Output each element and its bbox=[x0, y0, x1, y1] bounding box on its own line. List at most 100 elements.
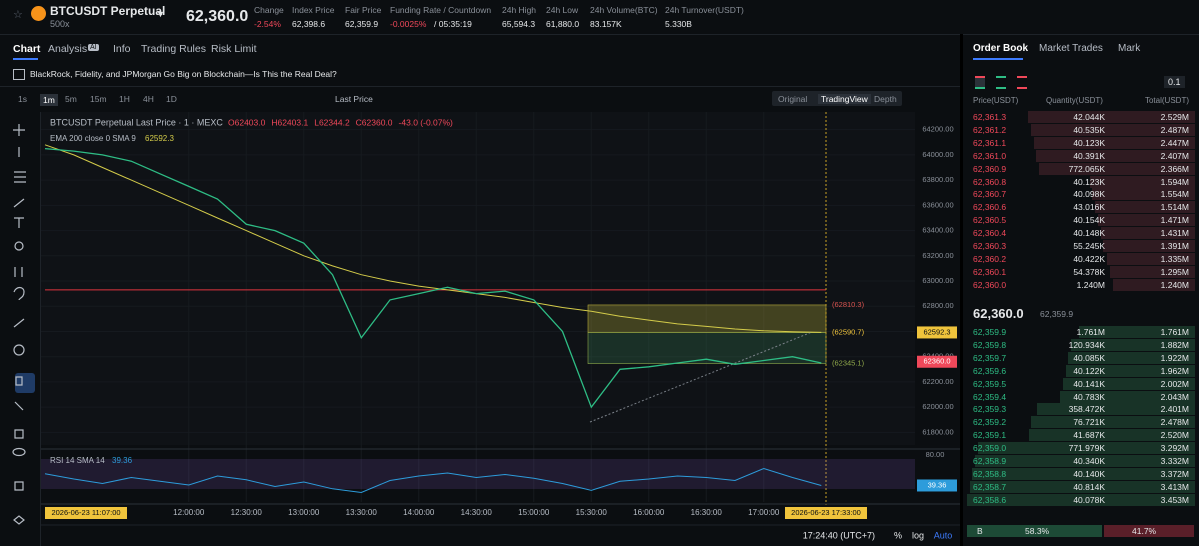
ob-price[interactable]: 62,360.1 bbox=[973, 266, 1007, 277]
depth-bar bbox=[1062, 377, 1195, 390]
ob-price[interactable]: 62,359.0 bbox=[973, 443, 1007, 454]
legend-open: O62403.0 bbox=[228, 117, 266, 127]
interval[interactable]: 1D bbox=[166, 94, 177, 104]
ob-price[interactable]: 62,361.2 bbox=[973, 124, 1007, 135]
ob-price[interactable]: 62,360.3 bbox=[973, 241, 1007, 251]
depth-bar bbox=[1092, 188, 1195, 201]
interval[interactable]: 5m bbox=[65, 94, 77, 104]
ob-price[interactable]: 62,359.5 bbox=[973, 378, 1007, 389]
tool-active[interactable] bbox=[15, 373, 35, 393]
ob-total: 3.453M bbox=[1160, 494, 1189, 505]
ob-total: 2.366M bbox=[1160, 163, 1189, 174]
ob-total: 1.431M bbox=[1160, 228, 1189, 239]
tab[interactable]: Analysis bbox=[48, 43, 88, 55]
ob-price[interactable]: 62,359.6 bbox=[973, 365, 1007, 376]
interval[interactable]: 4H bbox=[143, 94, 154, 104]
ob-price[interactable]: 62,358.7 bbox=[973, 481, 1007, 492]
ob-tab[interactable]: Market Trades bbox=[1039, 43, 1103, 54]
interval[interactable]: 1m bbox=[40, 94, 58, 106]
ob-qty: 40.340K bbox=[1073, 456, 1105, 466]
price-type[interactable]: Last Price bbox=[335, 94, 373, 104]
ob-row: 62,359.7 40.085K 1.922M bbox=[963, 351, 1199, 364]
ratio-buy: 58.3% bbox=[1025, 526, 1050, 536]
ob-price[interactable]: 62,360.8 bbox=[973, 176, 1007, 187]
ob-price[interactable]: 62,360.4 bbox=[973, 228, 1007, 239]
ob-row: 62,359.3 358.472K 2.401M bbox=[963, 403, 1199, 416]
ob-price[interactable]: 62,361.3 bbox=[973, 112, 1007, 122]
depth-bar bbox=[1103, 240, 1195, 252]
stat-value: 5.330B bbox=[665, 19, 692, 29]
x-tick-label: 15:00:00 bbox=[518, 508, 550, 517]
legend-title: BTCUSDT Perpetual Last Price · 1 · MEXC bbox=[50, 117, 223, 127]
dropdown-caret[interactable]: ▼ bbox=[156, 9, 165, 19]
ob-price[interactable]: 62,359.1 bbox=[973, 430, 1007, 441]
rsi-badge-label: 39.36 bbox=[928, 480, 947, 489]
level-label: (62590.7) bbox=[832, 328, 865, 337]
ob-price[interactable]: 62,360.7 bbox=[973, 189, 1007, 200]
ob-price[interactable]: 62,360.6 bbox=[973, 202, 1007, 213]
tab[interactable]: Trading Rules bbox=[141, 43, 206, 55]
stat-value: 61,880.0 bbox=[546, 19, 580, 29]
ob-mode-icon bbox=[975, 76, 985, 89]
x-tick-label: 12:30:00 bbox=[231, 508, 263, 517]
leverage: 500x bbox=[50, 19, 70, 29]
ob-price[interactable]: 62,359.7 bbox=[973, 352, 1007, 363]
ob-row: 62,360.0 1.240M 1.240M bbox=[963, 278, 1199, 291]
interval[interactable]: 1H bbox=[119, 94, 130, 104]
ob-price[interactable]: 62,359.3 bbox=[973, 404, 1007, 415]
ob-qty: 40.391K bbox=[1073, 150, 1105, 161]
ob-column: Quantity(USDT) bbox=[1046, 96, 1103, 105]
ob-tab[interactable]: Order Book bbox=[973, 43, 1029, 54]
ob-tab[interactable]: Mark bbox=[1118, 43, 1141, 54]
ob-total: 2.401M bbox=[1160, 404, 1189, 415]
x-tick-label: 15:30:00 bbox=[576, 508, 608, 517]
tab[interactable]: Info bbox=[113, 43, 131, 55]
view[interactable]: TradingView bbox=[818, 94, 871, 104]
interval[interactable]: 1s bbox=[18, 94, 27, 104]
news[interactable]: BlackRock, Fidelity, and JPMorgan Go Big… bbox=[30, 69, 337, 79]
ob-price[interactable]: 62,361.1 bbox=[973, 137, 1007, 148]
ob-qty: 40.535K bbox=[1073, 124, 1105, 135]
ob-price[interactable]: 62,358.9 bbox=[973, 456, 1007, 466]
interval[interactable]: 15m bbox=[90, 94, 107, 104]
ob-price[interactable]: 62,361.0 bbox=[973, 150, 1007, 161]
ob-price[interactable]: 62,358.6 bbox=[973, 494, 1007, 505]
ob-price[interactable]: 62,358.8 bbox=[973, 468, 1007, 479]
ob-qty: 358.472K bbox=[1068, 404, 1105, 415]
rsi-tick: 80.00 bbox=[926, 450, 945, 459]
ob-total: 1.471M bbox=[1160, 215, 1189, 226]
depth-bar bbox=[1030, 123, 1195, 136]
chart: 61800.0062000.0062200.0062400.0062600.00… bbox=[41, 112, 960, 540]
ob-price[interactable]: 62,360.5 bbox=[973, 215, 1007, 226]
ob-qty: 40.814K bbox=[1073, 481, 1105, 492]
tab[interactable]: Risk Limit bbox=[211, 43, 257, 55]
ob-qty: 40.122K bbox=[1073, 365, 1105, 376]
ob-precision[interactable]: 0.1 bbox=[1164, 76, 1185, 88]
legend-low: L62344.2 bbox=[314, 117, 350, 127]
depth-bar bbox=[1068, 351, 1195, 364]
ob-price[interactable]: 62,359.8 bbox=[973, 339, 1007, 350]
cursor-end-bg bbox=[785, 507, 867, 519]
view[interactable]: Depth bbox=[874, 94, 897, 104]
ob-price[interactable]: 62,360.0 bbox=[973, 279, 1007, 290]
ob-total: 3.413M bbox=[1160, 481, 1189, 492]
ob-row: 62,360.5 40.154K 1.471M bbox=[963, 214, 1199, 227]
ob-price[interactable]: 62,359.2 bbox=[973, 417, 1007, 428]
ob-price[interactable]: 62,360.2 bbox=[973, 253, 1007, 264]
ob-price[interactable]: 62,359.9 bbox=[973, 327, 1007, 337]
view[interactable]: Original bbox=[778, 94, 808, 104]
tab[interactable]: Chart bbox=[13, 43, 41, 55]
ob-price[interactable]: 62,360.9 bbox=[973, 163, 1007, 174]
depth-bar bbox=[1033, 136, 1195, 149]
level-label: (62810.3) bbox=[832, 300, 865, 309]
ob-qty: 40.140K bbox=[1073, 468, 1105, 479]
star-icon[interactable]: ☆ bbox=[13, 9, 23, 21]
y-tick-label: 64000.00 bbox=[922, 150, 953, 159]
stat-value: 62,398.6 bbox=[292, 19, 326, 29]
ob-qty: 43.016K bbox=[1073, 202, 1105, 213]
ob-total: 3.372M bbox=[1160, 468, 1189, 479]
ob-row: 62,361.0 40.391K 2.407M bbox=[963, 149, 1199, 162]
ob-total: 1.554M bbox=[1160, 189, 1189, 200]
ob-price[interactable]: 62,359.4 bbox=[973, 391, 1007, 402]
